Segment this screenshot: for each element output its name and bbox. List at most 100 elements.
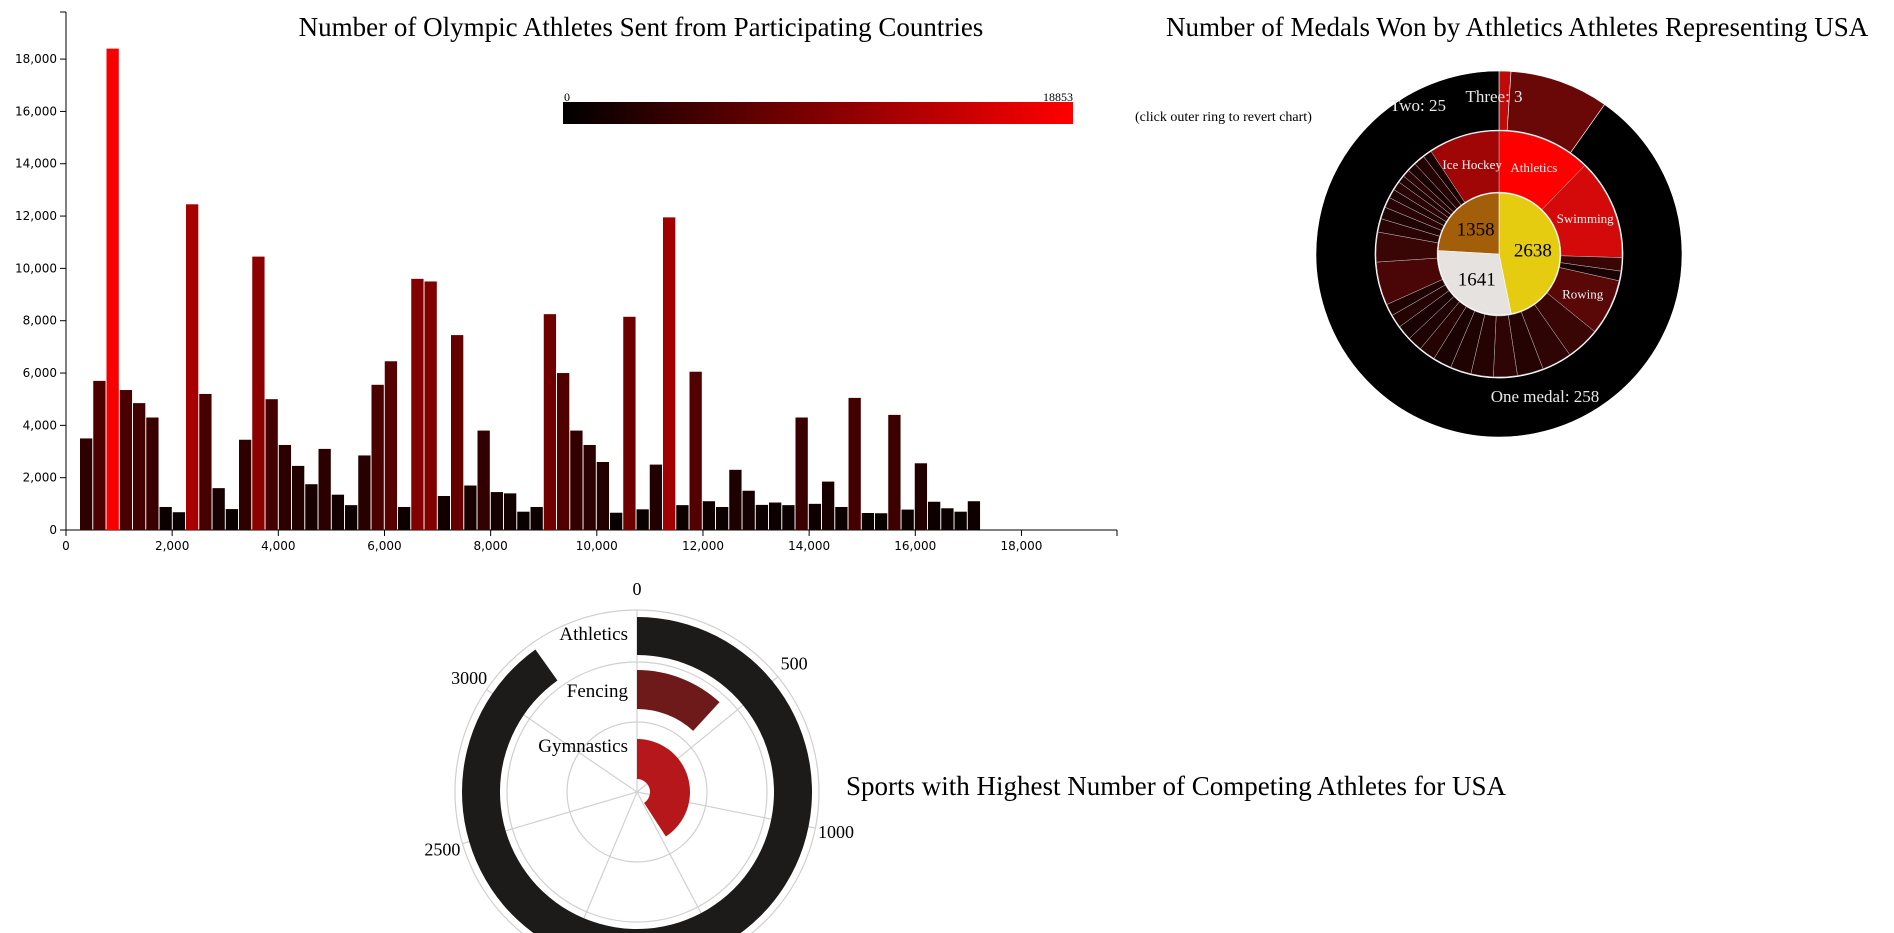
- bar[interactable]: [265, 399, 278, 530]
- sunburst-center-label: 1641: [1458, 270, 1496, 291]
- radial-series-label: Fencing: [567, 681, 629, 702]
- bar[interactable]: [119, 390, 133, 530]
- bar[interactable]: [742, 490, 755, 530]
- radial-tick-label: 0: [633, 579, 642, 599]
- bar[interactable]: [305, 484, 318, 530]
- bar[interactable]: [146, 417, 159, 530]
- bar[interactable]: [451, 335, 464, 530]
- sunburst-middle-label: Swimming: [1557, 211, 1615, 226]
- bar[interactable]: [782, 505, 795, 530]
- bar[interactable]: [212, 488, 225, 530]
- sunburst-outer-slice[interactable]: [1315, 70, 1683, 438]
- radial-tick-label: 2500: [424, 840, 460, 860]
- bar[interactable]: [795, 417, 808, 530]
- athletes-bar-chart: Number of Olympic Athletes Sent from Par…: [15, 11, 1118, 553]
- bar[interactable]: [384, 361, 398, 530]
- bar[interactable]: [861, 512, 875, 530]
- bar[interactable]: [477, 430, 490, 530]
- bar[interactable]: [941, 508, 954, 530]
- bar[interactable]: [808, 503, 822, 530]
- bar[interactable]: [875, 513, 888, 530]
- radial-bar[interactable]: [637, 670, 720, 731]
- bar[interactable]: [636, 509, 649, 530]
- bar[interactable]: [517, 511, 530, 530]
- bar[interactable]: [93, 380, 106, 530]
- bar[interactable]: [424, 281, 437, 530]
- y-tick-label: 10,000: [15, 261, 57, 275]
- bar[interactable]: [292, 465, 305, 530]
- bar[interactable]: [80, 438, 93, 530]
- bar[interactable]: [106, 48, 119, 531]
- bar[interactable]: [239, 439, 252, 530]
- bar[interactable]: [159, 506, 172, 530]
- radial-bars: [462, 617, 812, 933]
- radial-bar[interactable]: [637, 739, 690, 837]
- bar[interactable]: [888, 414, 901, 530]
- bar[interactable]: [967, 501, 981, 530]
- bar-chart-title: Number of Olympic Athletes Sent from Par…: [299, 12, 984, 42]
- bar[interactable]: [623, 316, 636, 530]
- bar[interactable]: [596, 461, 610, 530]
- bar[interactable]: [133, 403, 146, 530]
- sunburst-center-slice[interactable]: [1498, 192, 1561, 315]
- y-tick-label: 18,000: [15, 52, 57, 66]
- bar[interactable]: [252, 256, 265, 530]
- bar[interactable]: [689, 371, 702, 530]
- bar[interactable]: [702, 501, 716, 530]
- bar[interactable]: [557, 373, 570, 530]
- y-tick-label: 8,000: [23, 314, 57, 328]
- bar[interactable]: [901, 509, 914, 530]
- bar[interactable]: [570, 430, 583, 530]
- x-tick-label: 4,000: [261, 539, 295, 553]
- bar[interactable]: [225, 509, 239, 530]
- bar[interactable]: [371, 384, 384, 530]
- bar[interactable]: [610, 512, 623, 530]
- bar[interactable]: [914, 463, 928, 530]
- bar[interactable]: [186, 204, 199, 530]
- bar[interactable]: [345, 505, 358, 530]
- bar[interactable]: [543, 314, 557, 530]
- color-scale-gradient: [563, 102, 1073, 124]
- sunburst-center-slice[interactable]: [1437, 192, 1500, 255]
- y-tick-label: 4,000: [23, 418, 57, 432]
- bar[interactable]: [769, 502, 782, 530]
- bar[interactable]: [530, 506, 543, 530]
- bar[interactable]: [437, 495, 451, 530]
- radial-tick-label: 500: [781, 653, 808, 673]
- bar[interactable]: [583, 444, 596, 530]
- bar[interactable]: [490, 492, 504, 530]
- x-tick-label: 6,000: [367, 539, 401, 553]
- bar[interactable]: [331, 494, 345, 530]
- color-scale-max-label: 18853: [1043, 90, 1073, 104]
- radial-series-label: Gymnastics: [538, 736, 628, 757]
- bar[interactable]: [676, 505, 689, 530]
- bar[interactable]: [822, 481, 835, 530]
- x-tick-label: 14,000: [788, 539, 830, 553]
- bar[interactable]: [318, 448, 331, 530]
- bar[interactable]: [411, 278, 424, 530]
- sunburst-center-slice[interactable]: [1437, 250, 1512, 316]
- bar[interactable]: [358, 455, 371, 530]
- bar[interactable]: [928, 501, 941, 530]
- color-scale-legend: 0 18853: [563, 90, 1073, 124]
- bar[interactable]: [278, 444, 292, 530]
- bar[interactable]: [199, 393, 212, 530]
- bar[interactable]: [755, 504, 769, 530]
- sunburst-arcs[interactable]: [1315, 70, 1683, 438]
- sunburst-middle-slice[interactable]: [1430, 130, 1500, 203]
- bar[interactable]: [716, 506, 729, 530]
- bar[interactable]: [954, 511, 967, 530]
- bar-y-axis: 0 2,000 4,000 6,000 8,000 10,000 12,000 14,000 1…: [15, 11, 67, 537]
- bar[interactable]: [398, 506, 411, 530]
- bar[interactable]: [729, 469, 742, 530]
- y-tick-label: 6,000: [23, 366, 57, 380]
- bar[interactable]: [504, 493, 517, 530]
- bar[interactable]: [848, 397, 861, 530]
- bar[interactable]: [464, 485, 477, 530]
- bar[interactable]: [649, 464, 663, 530]
- bar[interactable]: [663, 217, 676, 530]
- bar[interactable]: [835, 506, 848, 530]
- bar[interactable]: [172, 512, 186, 530]
- y-tick-label: 14,000: [15, 157, 57, 171]
- x-tick-label: 16,000: [894, 539, 936, 553]
